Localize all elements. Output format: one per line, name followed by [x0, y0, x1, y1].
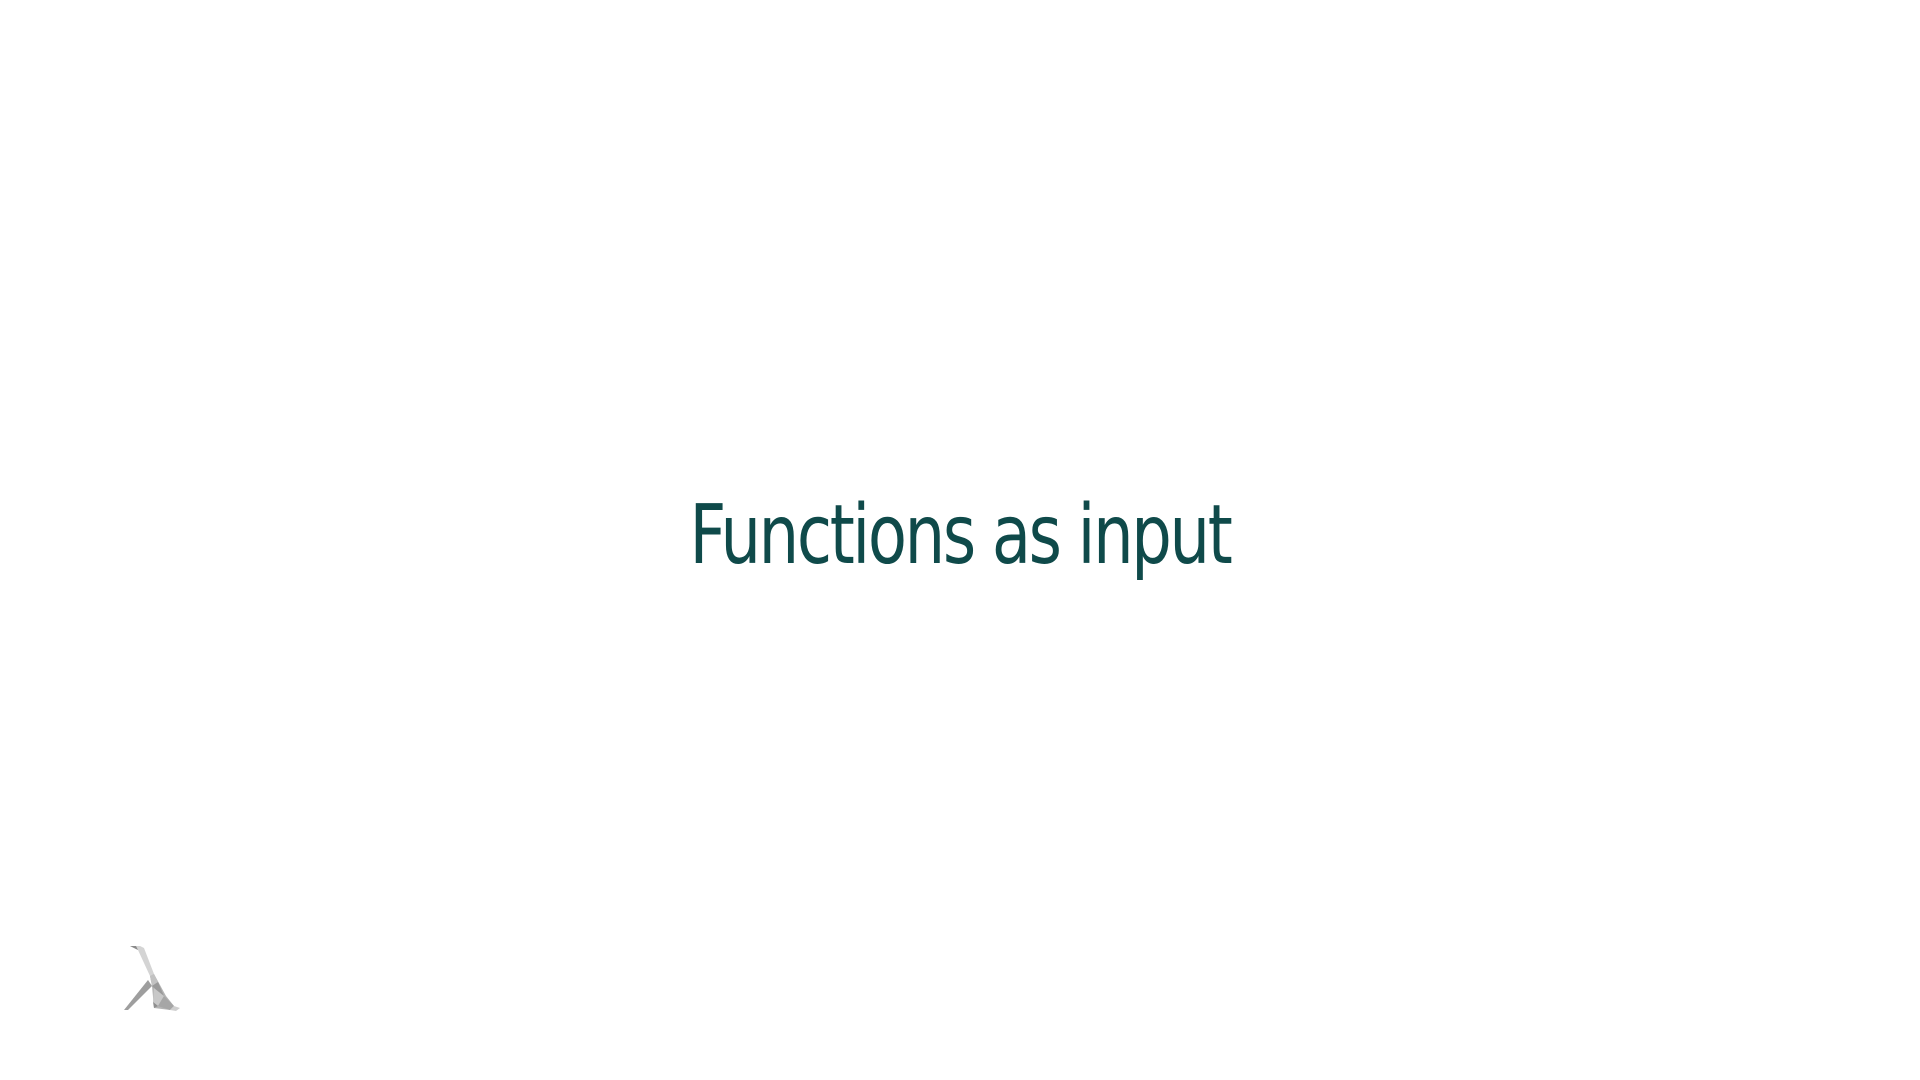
- slide-title: Functions as input: [689, 488, 1233, 583]
- lambda-logo-icon: [124, 946, 180, 1011]
